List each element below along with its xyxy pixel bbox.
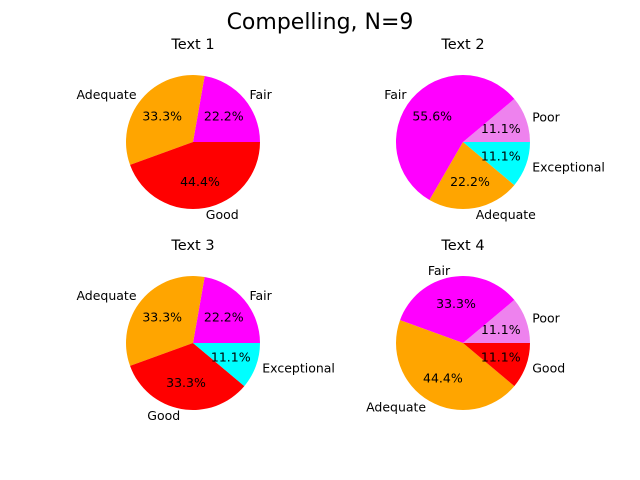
pie-slice-good	[130, 142, 260, 210]
pie-3: Text 3 22.2% Fair 33.3% Adequate 33.3% Good 11.…	[76, 238, 334, 423]
slice-category-label: Exceptional	[532, 160, 605, 175]
pie-slice-poor	[463, 299, 530, 343]
slice-percent-label: 11.1%	[481, 121, 521, 136]
slice-category-label: Poor	[532, 109, 560, 124]
pie-slice-adequate	[125, 75, 205, 165]
slice-percent-label: 44.4%	[180, 174, 220, 189]
slice-percent-label: 22.2%	[204, 310, 244, 325]
pie-1: Text 1 22.2% Fair 33.3% Adequate 44.4% Good	[76, 37, 272, 222]
slice-category-label: Adequate	[76, 87, 136, 102]
slice-category-label: Good	[206, 207, 239, 222]
pie-slice-adequate	[395, 320, 515, 411]
slice-percent-label: 22.2%	[450, 174, 490, 189]
pie-slice-exceptional	[193, 343, 260, 387]
pie-slice-fair	[193, 76, 260, 142]
slice-category-label: Good	[147, 408, 180, 423]
slice-category-label: Fair	[249, 87, 272, 102]
slice-category-label: Adequate	[366, 399, 426, 414]
slice-percent-label: 55.6%	[412, 109, 452, 124]
pie-title: Text 3	[170, 238, 214, 254]
slice-category-label: Adequate	[476, 207, 536, 222]
slice-category-label: Fair	[384, 87, 407, 102]
slice-category-label: Exceptional	[262, 361, 335, 376]
pie-slice-fair	[395, 74, 515, 201]
pie-4: Text 4 11.1% Poor 33.3% Fair 44.4% Adequate 11.…	[366, 238, 565, 414]
pie-slice-adequate	[125, 276, 205, 366]
pie-title: Text 4	[440, 238, 484, 254]
pie-slice-good	[463, 343, 530, 387]
slice-category-label: Adequate	[76, 288, 136, 303]
slice-percent-label: 11.1%	[481, 349, 521, 364]
slice-category-label: Fair	[249, 288, 272, 303]
pie-title: Text 1	[170, 37, 214, 53]
slice-category-label: Fair	[428, 263, 451, 278]
pie-slice-good	[130, 343, 245, 411]
pie-slice-fair	[193, 277, 260, 343]
figure-title: Compelling, N=9	[227, 10, 414, 35]
slice-percent-label: 11.1%	[211, 349, 251, 364]
pie-slice-adequate	[429, 142, 515, 209]
slice-percent-label: 11.1%	[481, 322, 521, 337]
pie-title: Text 2	[440, 37, 484, 53]
slice-percent-label: 44.4%	[423, 370, 463, 385]
slice-percent-label: 11.1%	[481, 148, 521, 163]
slice-percent-label: 33.3%	[166, 375, 206, 390]
slice-percent-label: 33.3%	[436, 296, 476, 311]
pie-slice-fair	[400, 275, 515, 343]
pie-2: Text 2 11.1% Poor 55.6% Fair 22.2% Adequate 11.…	[384, 37, 605, 222]
pie-slice-exceptional	[463, 142, 530, 186]
slice-percent-label: 33.3%	[142, 310, 182, 325]
slice-percent-label: 22.2%	[204, 109, 244, 124]
slice-category-label: Good	[532, 361, 565, 376]
slice-percent-label: 33.3%	[142, 109, 182, 124]
slice-category-label: Poor	[532, 310, 560, 325]
pie-slice-poor	[463, 98, 530, 142]
